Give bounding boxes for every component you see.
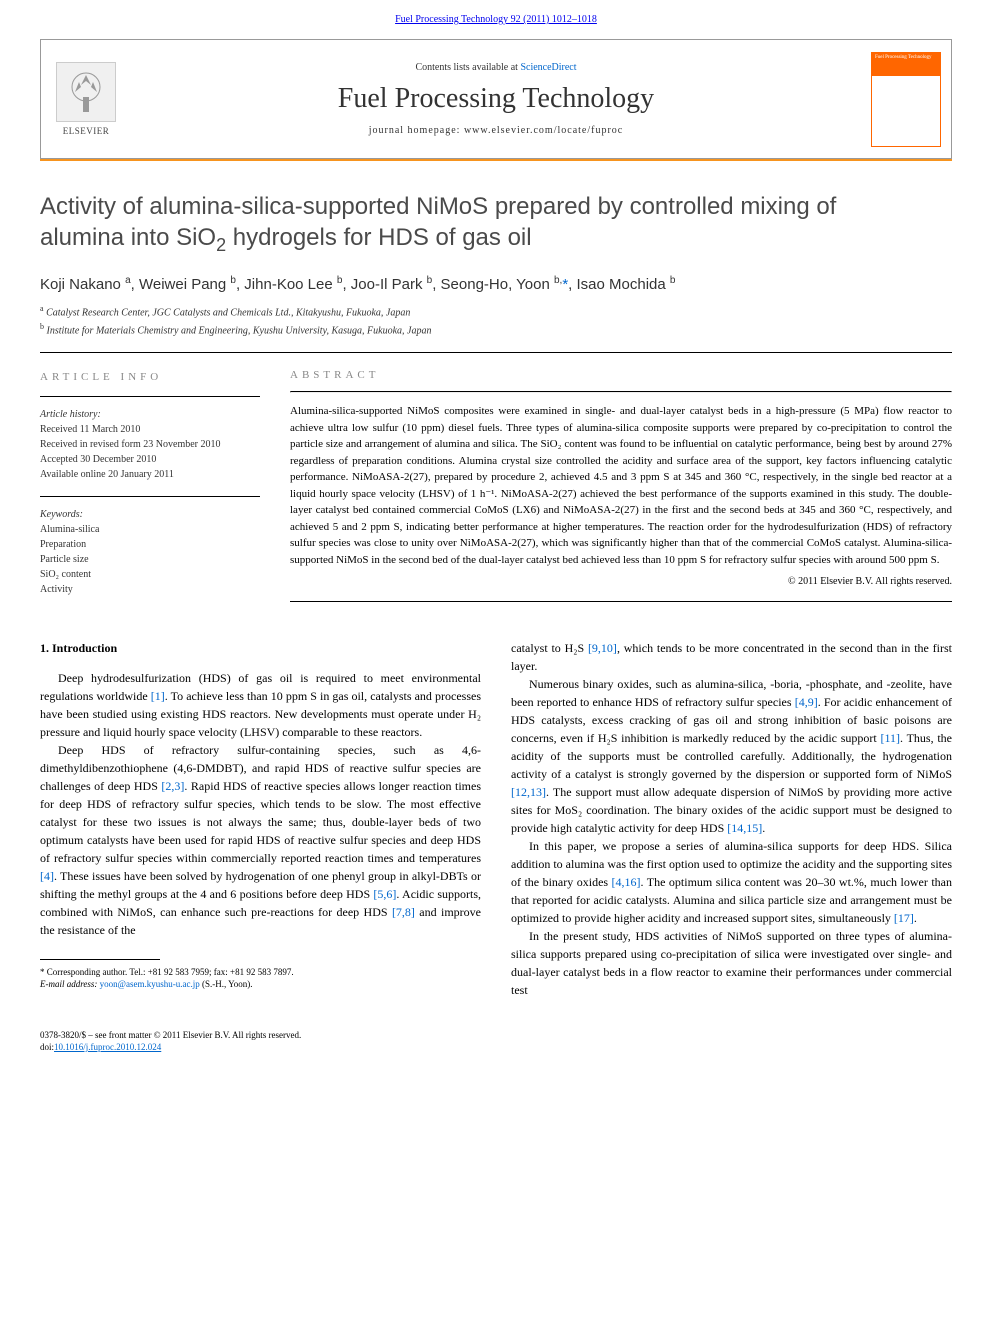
history-line: Received in revised form 23 November 201… [40, 437, 260, 452]
para-r1: catalyst to H₂S [9,10], which tends to b… [511, 639, 952, 675]
page-footer: 0378-3820/$ – see front matter © 2011 El… [0, 1019, 992, 1074]
history-label: Article history: [40, 407, 260, 422]
body-two-columns: 1. Introduction Deep hydrodesulfurizatio… [40, 639, 952, 999]
affiliation-line: a Catalyst Research Center, JGC Catalyst… [40, 303, 952, 320]
article-title: Activity of alumina-silica-supported NiM… [40, 191, 952, 257]
email-tail: (S.-H., Yoon). [200, 979, 253, 989]
contents-available-line: Contents lists available at ScienceDirec… [415, 62, 576, 73]
journal-cover-thumb: Fuel Processing Technology [861, 40, 951, 158]
history-line: Available online 20 January 2011 [40, 467, 260, 482]
email-link[interactable]: yoon@asem.kyushu-u.ac.jp [100, 979, 200, 989]
abstract-heading: ABSTRACT [290, 369, 952, 381]
journal-title: Fuel Processing Technology [338, 83, 654, 115]
keyword-line: SiO₂ content [40, 567, 260, 582]
meta-abstract-row: ARTICLE INFO Article history: Received 1… [40, 352, 952, 611]
article-body: Activity of alumina-silica-supported NiM… [0, 161, 992, 1019]
email-label: E-mail address: [40, 979, 100, 989]
ref-link[interactable]: [4,16] [612, 875, 641, 889]
affiliation-line: b Institute for Materials Chemistry and … [40, 321, 952, 338]
para-r4: In the present study, HDS activities of … [511, 927, 952, 999]
doi-label: doi: [40, 1042, 54, 1052]
ref-link[interactable]: [12,13] [511, 785, 546, 799]
meta-rule [40, 396, 260, 397]
ref-link[interactable]: [1] [151, 689, 165, 703]
page-header: Fuel Processing Technology 92 (2011) 101… [0, 0, 992, 161]
section-title: Introduction [52, 641, 117, 655]
publisher-logo-box: ELSEVIER [41, 40, 131, 158]
journal-reference[interactable]: Fuel Processing Technology 92 (2011) 101… [0, 8, 992, 31]
para-2: Deep HDS of refractory sulfur-containing… [40, 741, 481, 939]
corresponding-author-footnote: * Corresponding author. Tel.: +81 92 583… [40, 966, 481, 991]
header-center: Contents lists available at ScienceDirec… [131, 40, 861, 158]
ref-link[interactable]: [14,15] [727, 821, 762, 835]
footnote-corr: * Corresponding author. Tel.: +81 92 583… [40, 966, 481, 979]
ref-link[interactable]: [4,9] [795, 695, 818, 709]
article-info-heading: ARTICLE INFO [40, 369, 260, 386]
journal-ref-link[interactable]: Fuel Processing Technology 92 (2011) 101… [395, 14, 597, 25]
contents-prefix: Contents lists available at [415, 62, 520, 73]
para-r3: In this paper, we propose a series of al… [511, 837, 952, 927]
para-1: Deep hydrodesulfurization (HDS) of gas o… [40, 669, 481, 741]
ref-link[interactable]: [9,10] [588, 641, 617, 655]
keyword-line: Preparation [40, 537, 260, 552]
keyword-line: Particle size [40, 552, 260, 567]
abstract-rule [290, 391, 952, 393]
title-line1: Activity of alumina-silica-supported NiM… [40, 193, 836, 220]
keywords-label: Keywords: [40, 507, 260, 522]
abstract-text: Alumina-silica-supported NiMoS composite… [290, 403, 952, 568]
right-column: catalyst to H₂S [9,10], which tends to b… [511, 639, 952, 999]
homepage-prefix: journal homepage: [369, 125, 464, 136]
keyword-line: Activity [40, 582, 260, 597]
section-heading: 1. Introduction [40, 639, 481, 657]
history-lines: Received 11 March 2010Received in revise… [40, 422, 260, 482]
footnote-email-line: E-mail address: yoon@asem.kyushu-u.ac.jp… [40, 978, 481, 991]
journal-homepage-line: journal homepage: www.elsevier.com/locat… [369, 125, 624, 136]
elsevier-tree-icon [56, 62, 116, 122]
history-line: Accepted 30 December 2010 [40, 452, 260, 467]
abstract-column: ABSTRACT Alumina-silica-supported NiMoS … [290, 353, 952, 611]
sciencedirect-link[interactable]: ScienceDirect [520, 62, 576, 73]
article-history-block: Article history: Received 11 March 2010R… [40, 407, 260, 482]
cover-image: Fuel Processing Technology [871, 52, 941, 147]
history-line: Received 11 March 2010 [40, 422, 260, 437]
title-line2a: alumina into SiO [40, 224, 216, 251]
ref-link[interactable]: [4] [40, 869, 54, 883]
footnote-rule [40, 959, 160, 960]
doi-link[interactable]: 10.1016/j.fuproc.2010.12.024 [54, 1042, 161, 1052]
ref-link[interactable]: [2,3] [161, 779, 184, 793]
keywords-block: Keywords: Alumina-silicaPreparationParti… [40, 507, 260, 597]
title-line2b: hydrogels for HDS of gas oil [226, 224, 531, 251]
homepage-url: www.elsevier.com/locate/fuproc [464, 125, 623, 136]
title-subscript: 2 [216, 235, 226, 255]
ref-link[interactable]: [7,8] [392, 905, 415, 919]
ref-link[interactable]: [17] [894, 911, 914, 925]
elsevier-label: ELSEVIER [63, 126, 110, 136]
keyword-line: Alumina-silica [40, 522, 260, 537]
journal-header-box: ELSEVIER Contents lists available at Sci… [40, 39, 952, 159]
para-r2: Numerous binary oxides, such as alumina-… [511, 675, 952, 837]
keyword-lines: Alumina-silicaPreparationParticle sizeSi… [40, 522, 260, 597]
ref-link[interactable]: [11] [881, 731, 901, 745]
cover-image-label: Fuel Processing Technology [875, 55, 932, 61]
abstract-bottom-rule [290, 601, 952, 602]
section-number: 1. [40, 641, 49, 655]
footer-line1: 0378-3820/$ – see front matter © 2011 El… [40, 1029, 952, 1042]
article-info-column: ARTICLE INFO Article history: Received 1… [40, 353, 260, 611]
meta-rule-2 [40, 496, 260, 497]
abstract-copyright: © 2011 Elsevier B.V. All rights reserved… [290, 576, 952, 587]
left-column: 1. Introduction Deep hydrodesulfurizatio… [40, 639, 481, 999]
footer-doi-line: doi:10.1016/j.fuproc.2010.12.024 [40, 1041, 952, 1054]
authors-main: Koji Nakano a, Weiwei Pang b, Jihn-Koo L… [40, 276, 562, 293]
ref-link[interactable]: [5,6] [373, 887, 396, 901]
affiliations: a Catalyst Research Center, JGC Catalyst… [40, 303, 952, 338]
authors-tail: , Isao Mochida b [568, 276, 675, 293]
author-list: Koji Nakano a, Weiwei Pang b, Jihn-Koo L… [40, 275, 952, 293]
